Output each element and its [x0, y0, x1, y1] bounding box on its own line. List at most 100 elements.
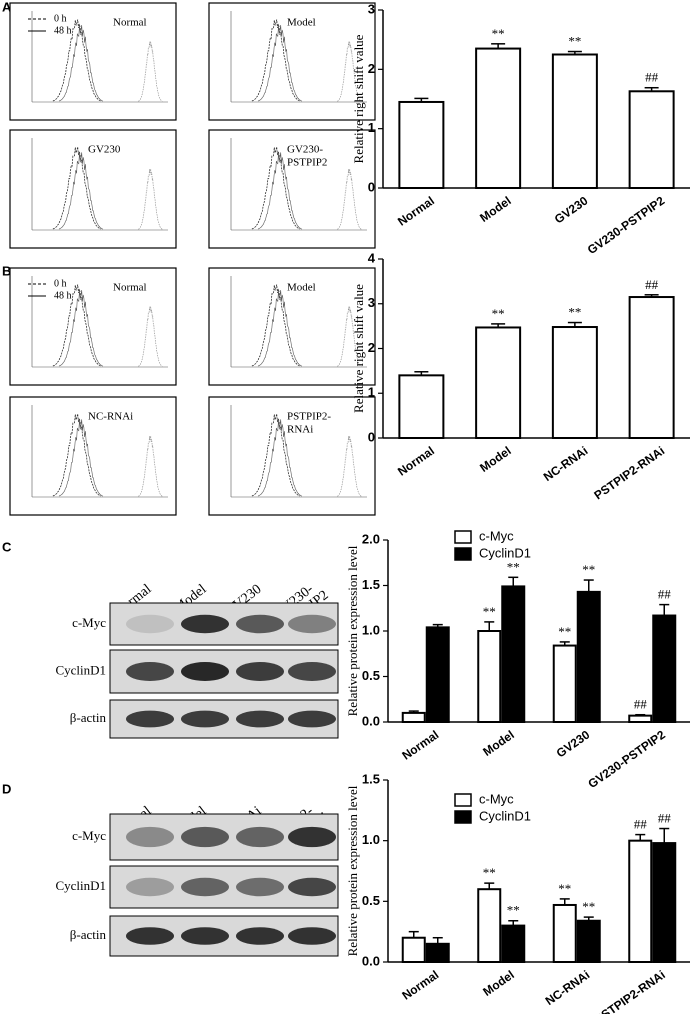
annotation: **: [507, 903, 520, 918]
flow-legend-label: 48 h: [54, 290, 72, 301]
legend-swatch: [454, 530, 472, 544]
legend-label: CyclinD1: [479, 545, 531, 560]
flow-sample-label: Model: [287, 282, 316, 294]
y-axis-title: Relative right shift value: [351, 34, 366, 163]
row-label: c-Myc: [72, 828, 106, 843]
blot-band: [181, 710, 229, 728]
blot-band: [181, 927, 229, 945]
y-axis-title: Relative protein expression level: [345, 545, 360, 716]
y-tick-label: 1.0: [362, 832, 380, 847]
flow-legend-label: 0 h: [54, 278, 67, 289]
flow-legend-label: 0 h: [54, 13, 67, 24]
flow-curve: [257, 419, 303, 497]
flow-curve: [52, 284, 102, 367]
y-tick-label: 3: [368, 1, 375, 16]
y-tick-label: 4: [368, 250, 376, 265]
x-tick-label: Model: [480, 728, 516, 759]
flow-curve: [251, 413, 301, 497]
flow-sample-label: GV230-: [287, 144, 323, 156]
panel-label: B: [2, 263, 11, 278]
flow-sample-label: Normal: [113, 17, 147, 29]
flow-box: [208, 2, 376, 121]
y-tick-label: 1.5: [362, 577, 380, 592]
blot-band: [288, 826, 336, 848]
annotation: **: [507, 559, 520, 574]
flow-sample-label: PSTPIP2-: [287, 411, 331, 423]
flow-curve: [257, 152, 303, 230]
y-tick-label: 2.0: [362, 531, 380, 546]
flow-curve: [58, 419, 104, 497]
annotation: **: [558, 881, 571, 896]
flow-curve: [337, 435, 362, 497]
bar: [477, 630, 502, 723]
y-tick-label: 3: [368, 295, 375, 310]
annotation: ##: [645, 70, 659, 85]
bar: [401, 711, 426, 724]
bar: [652, 614, 677, 724]
x-tick-label: Normal: [399, 728, 441, 763]
bar: [552, 644, 577, 723]
flow-curve: [58, 290, 104, 367]
y-axis-title: Relative right shift value: [351, 284, 366, 413]
bar: [475, 326, 522, 439]
flow-curve: [58, 152, 104, 230]
blot-band: [288, 710, 336, 728]
x-tick-label: Model: [477, 194, 513, 225]
row-label: CyclinD1: [55, 662, 106, 677]
bar: [628, 839, 653, 964]
y-tick-label: 0.0: [362, 713, 380, 728]
blot-band: [126, 614, 174, 634]
y-axis-title: Relative protein expression level: [345, 785, 360, 956]
bar: [628, 296, 675, 439]
blot-band: [288, 877, 336, 897]
y-tick-label: 2: [368, 61, 375, 76]
bar: [425, 626, 450, 723]
flow-curve: [138, 168, 163, 230]
blot-band: [288, 614, 336, 634]
flow-curve: [251, 146, 301, 230]
annotation: ##: [658, 811, 672, 826]
flow-sample-label: Model: [287, 17, 316, 29]
x-tick-label: Normal: [395, 444, 437, 479]
annotation: **: [568, 305, 581, 320]
blot-band: [126, 662, 174, 681]
flow-legend-label: 48 h: [54, 25, 72, 36]
flow-curve: [52, 146, 102, 230]
flow-curve: [138, 41, 163, 102]
y-tick-label: 1.0: [362, 622, 380, 637]
y-tick-label: 1: [368, 120, 375, 135]
x-tick-label: Model: [480, 968, 516, 999]
blot-band: [236, 826, 284, 848]
blot-band: [181, 662, 229, 681]
x-tick-label: NC-RNAi: [543, 968, 593, 1009]
flow-box: [9, 267, 177, 386]
x-tick-label: Normal: [395, 194, 437, 229]
bar: [628, 90, 675, 189]
flow-curve: [251, 284, 301, 367]
flow-box: [208, 129, 376, 249]
row-label: β-actin: [70, 710, 107, 725]
blot-band: [126, 710, 174, 728]
x-tick-label: PSTPIP2-RNAi: [592, 968, 668, 1014]
row-label: c-Myc: [72, 615, 106, 630]
bar: [652, 842, 677, 963]
annotation: **: [483, 865, 496, 880]
blot-band: [126, 927, 174, 945]
bar: [628, 714, 653, 724]
flow-curve: [337, 306, 362, 367]
x-tick-label: Normal: [399, 968, 441, 1003]
x-tick-label: GV230: [552, 193, 591, 226]
flow-box: [9, 2, 177, 121]
annotation: ##: [645, 277, 659, 292]
annotation: **: [492, 306, 505, 321]
bar: [576, 919, 601, 963]
blot-band: [236, 927, 284, 945]
x-tick-label: GV230-PSTPIP2: [585, 193, 668, 257]
legend-swatch: [454, 810, 472, 824]
bar: [477, 888, 502, 964]
flow-curve: [52, 19, 102, 102]
y-tick-label: 1: [368, 385, 375, 400]
legend-swatch: [454, 793, 472, 807]
annotation: ##: [634, 817, 648, 832]
blot-band: [236, 614, 284, 634]
